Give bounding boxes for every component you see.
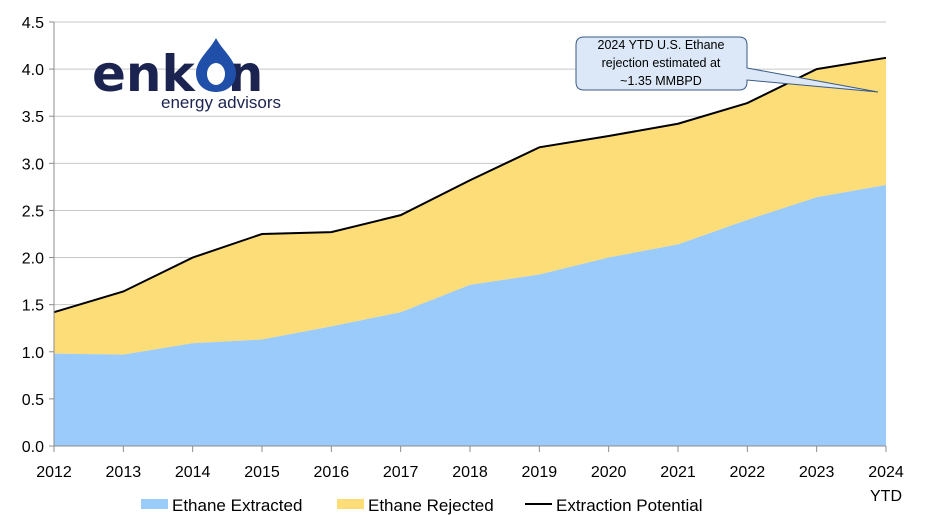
callout-line-3: ~1.35 MMBPD <box>620 74 702 88</box>
x-tick-sublabel: YTD <box>870 488 902 505</box>
legend-label: Extraction Potential <box>556 496 702 515</box>
x-tick-label: 2021 <box>660 464 696 481</box>
droplet-highlight <box>207 63 225 85</box>
logo-subtitle: energy advisors <box>161 93 281 112</box>
areas <box>53 56 887 446</box>
x-tick-label: 2013 <box>106 464 142 481</box>
ethane-extracted-area <box>54 185 886 446</box>
x-tick-labels: 2012 2013 2014 2015 2016 2017 2018 2019 2020 2021… <box>36 464 904 505</box>
callout-line-1: 2024 YTD U.S. Ethane <box>598 38 725 52</box>
x-tick-label: 2020 <box>591 464 627 481</box>
y-tick-label: 2.0 <box>22 251 44 268</box>
x-tick-label: 2018 <box>452 464 488 481</box>
x-tick-label: 2019 <box>522 464 558 481</box>
x-tick-label: 2022 <box>730 464 766 481</box>
ethane-rejected-area <box>54 57 886 355</box>
y-tick-label: 4.5 <box>22 15 44 32</box>
enkon-logo: enkon energy advisors <box>92 38 281 112</box>
x-tick-label: 2015 <box>244 464 280 481</box>
y-tick-label: 4.0 <box>22 62 44 79</box>
extraction-potential-line <box>53 56 887 314</box>
callout-bubble <box>575 36 879 93</box>
y-tick-label: 0.5 <box>22 392 44 409</box>
y-tick-labels: 0.0 0.5 1.0 1.5 2.0 2.5 3.0 3.5 4.0 4.5 <box>22 15 44 456</box>
logo-droplet-icon <box>196 38 236 92</box>
y-tick-label: 2.5 <box>22 203 44 220</box>
y-tick-label: 0.0 <box>22 439 44 456</box>
axes <box>49 21 887 452</box>
legend-swatch <box>141 499 168 509</box>
x-tick-label: 2016 <box>314 464 350 481</box>
legend-swatch <box>337 499 364 509</box>
legend-label: Ethane Extracted <box>172 496 302 515</box>
y-tick-label: 3.5 <box>22 109 44 126</box>
y-tick-label: 3.0 <box>22 156 44 173</box>
x-tick-label: 2024 <box>868 464 904 481</box>
y-tick-label: 1.5 <box>22 298 44 315</box>
legend-label: Ethane Rejected <box>368 496 494 515</box>
legend: Ethane Extracted Ethane Rejected Extractio… <box>141 496 702 515</box>
x-tick-label: 2014 <box>175 464 211 481</box>
x-tick-label: 2023 <box>799 464 835 481</box>
x-tick-label: 2017 <box>383 464 419 481</box>
callout-line-2: rejection estimated at <box>602 56 721 70</box>
y-tick-label: 1.0 <box>22 345 44 362</box>
x-tick-label: 2012 <box>36 464 72 481</box>
callout-annotation: 2024 YTD U.S. Ethane rejection estimated… <box>575 36 879 93</box>
